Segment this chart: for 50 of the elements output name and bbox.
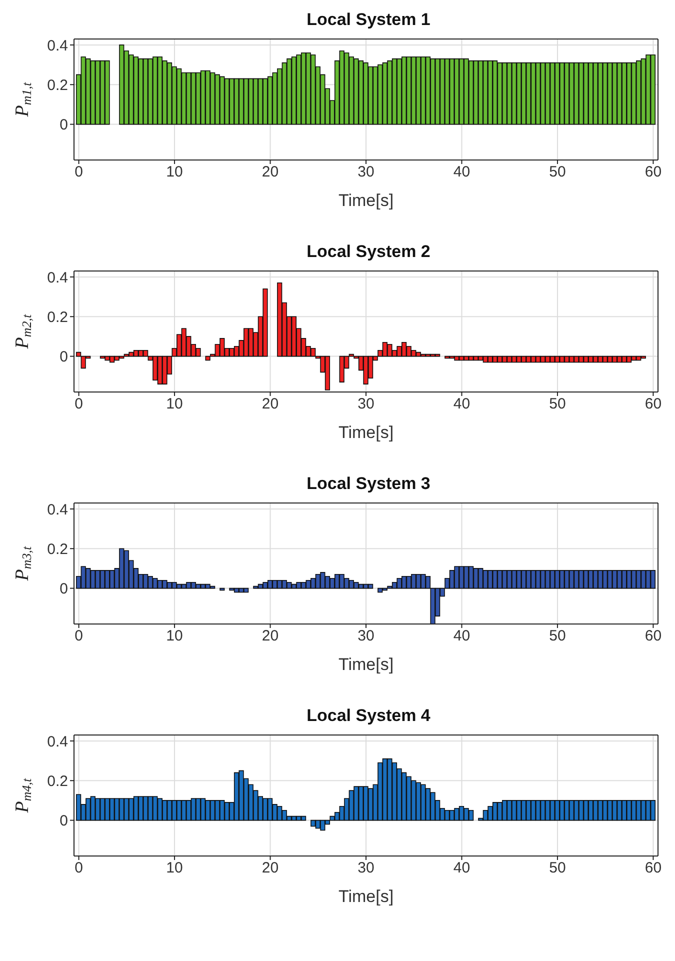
x-tick-label: 20 [262, 628, 279, 645]
y-tick-label: 0 [60, 348, 68, 366]
y-tick-label: 0.4 [47, 269, 68, 286]
bar [76, 794, 82, 821]
x-tick-label: 10 [166, 396, 183, 413]
x-tick-label: 40 [453, 164, 470, 181]
x-tick-label: 60 [644, 164, 662, 181]
x-axis-title: Time[s] [338, 655, 394, 674]
x-tick-label: 10 [166, 860, 183, 877]
x-tick-label: 50 [549, 860, 566, 877]
y-tick-label: 0.2 [47, 76, 68, 94]
x-tick-label: 30 [358, 396, 374, 413]
x-tick-label: 0 [74, 164, 83, 181]
x-axis-title: Time[s] [338, 191, 394, 210]
chart-title: Local System 2 [306, 241, 432, 263]
y-tick-label: 0.4 [47, 501, 68, 518]
x-tick-label: 0 [74, 860, 83, 877]
y-tick-label: 0.2 [47, 308, 68, 326]
x-tick-label: 0 [74, 628, 83, 645]
x-tick-label: 60 [644, 628, 662, 645]
chart-title: Local System 3 [306, 473, 432, 495]
x-tick-label: 40 [453, 860, 470, 877]
chart-title: Local System 1 [306, 9, 432, 31]
x-tick-label: 50 [549, 396, 566, 413]
x-tick-label: 50 [549, 164, 566, 181]
x-axis-title: Time[s] [338, 423, 394, 442]
x-tick-label: 40 [453, 396, 470, 413]
x-tick-label: 50 [549, 628, 566, 645]
y-tick-label: 0 [60, 116, 68, 134]
x-tick-label: 60 [644, 860, 662, 877]
x-tick-label: 30 [358, 628, 374, 645]
x-tick-label: 0 [74, 396, 83, 413]
x-axis-title: Time[s] [338, 887, 394, 906]
x-tick-label: 30 [358, 860, 374, 877]
chart-title: Local System 4 [306, 705, 432, 727]
y-tick-label: 0.4 [47, 37, 68, 54]
x-tick-label: 60 [644, 396, 662, 413]
x-tick-label: 20 [262, 396, 279, 413]
x-tick-label: 40 [453, 628, 470, 645]
y-tick-label: 0 [60, 812, 68, 830]
x-tick-label: 20 [262, 860, 279, 877]
x-tick-label: 10 [166, 628, 183, 645]
y-tick-label: 0 [60, 580, 68, 598]
bar [310, 820, 316, 827]
x-tick-label: 10 [166, 164, 183, 181]
x-tick-label: 20 [262, 164, 279, 181]
y-tick-label: 0.2 [47, 540, 68, 558]
y-tick-label: 0.2 [47, 772, 68, 790]
y-tick-label: 0.4 [47, 733, 68, 750]
x-tick-label: 30 [358, 164, 374, 181]
